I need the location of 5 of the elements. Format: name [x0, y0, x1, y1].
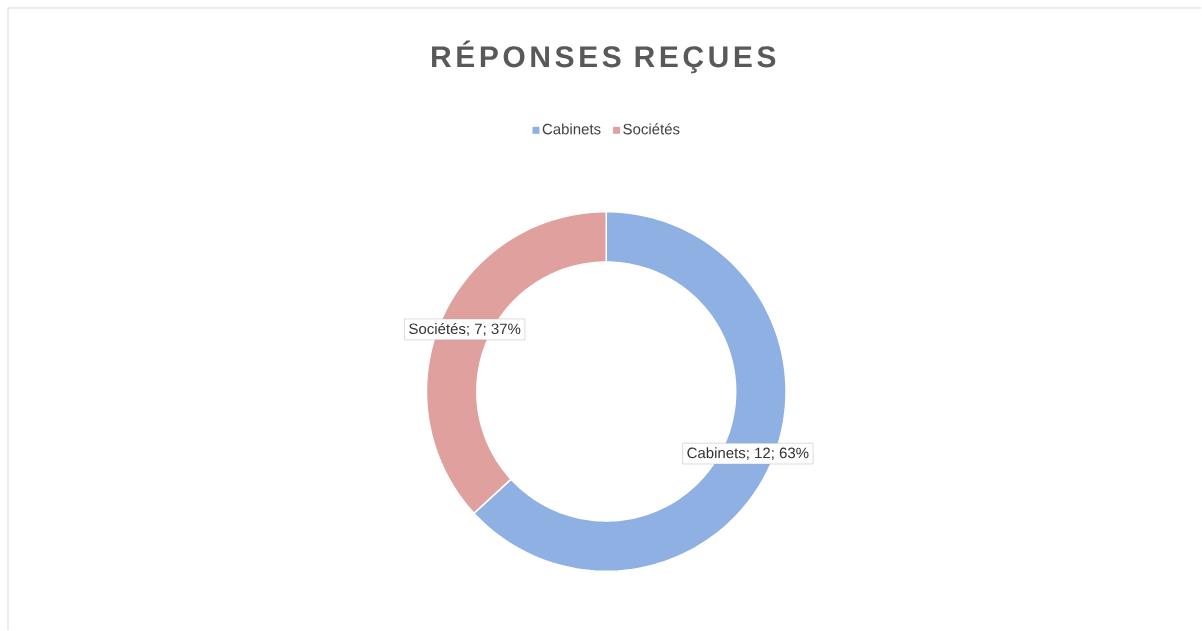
- data-label: Cabinets; 12; 63%: [687, 447, 809, 461]
- chart-title: RÉPONSES REÇUES: [432, 40, 776, 74]
- data-label: Sociétés; 7; 37%: [409, 323, 521, 337]
- legend-label: Sociétés: [623, 123, 680, 135]
- legend-label: Cabinets: [542, 123, 601, 135]
